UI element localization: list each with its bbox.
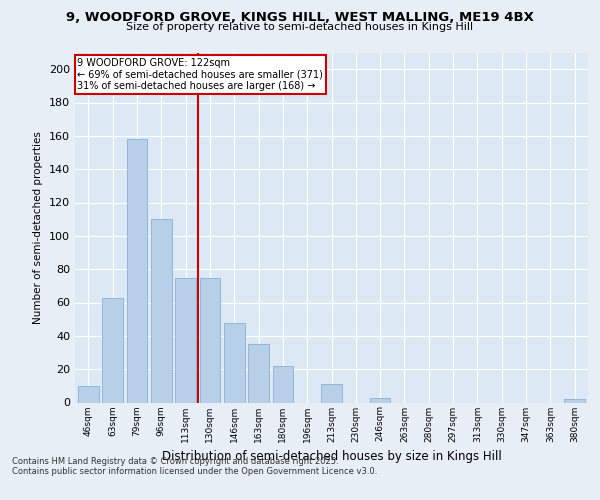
- Bar: [127, 139, 148, 402]
- Bar: [175, 278, 196, 402]
- X-axis label: Distribution of semi-detached houses by size in Kings Hill: Distribution of semi-detached houses by …: [161, 450, 502, 463]
- Bar: [200, 278, 220, 402]
- Bar: [248, 344, 269, 403]
- Text: Contains HM Land Registry data © Crown copyright and database right 2025.: Contains HM Land Registry data © Crown c…: [12, 458, 338, 466]
- Bar: [321, 384, 342, 402]
- Bar: [103, 298, 123, 403]
- Text: 9 WOODFORD GROVE: 122sqm
← 69% of semi-detached houses are smaller (371)
31% of : 9 WOODFORD GROVE: 122sqm ← 69% of semi-d…: [77, 58, 323, 90]
- Text: Contains public sector information licensed under the Open Government Licence v3: Contains public sector information licen…: [12, 468, 377, 476]
- Text: Size of property relative to semi-detached houses in Kings Hill: Size of property relative to semi-detach…: [127, 22, 473, 32]
- Text: 9, WOODFORD GROVE, KINGS HILL, WEST MALLING, ME19 4BX: 9, WOODFORD GROVE, KINGS HILL, WEST MALL…: [66, 11, 534, 24]
- Bar: [78, 386, 99, 402]
- Bar: [272, 366, 293, 403]
- Y-axis label: Number of semi-detached properties: Number of semi-detached properties: [34, 131, 43, 324]
- Bar: [151, 219, 172, 402]
- Bar: [224, 322, 245, 402]
- Bar: [370, 398, 391, 402]
- Bar: [564, 399, 585, 402]
